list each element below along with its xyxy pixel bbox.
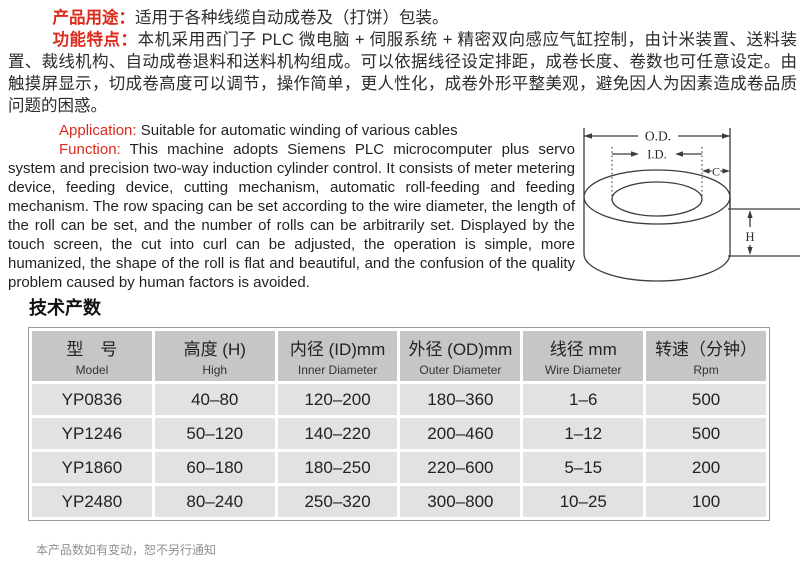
column-header-rpm: 转速（分钟） Rpm	[646, 331, 766, 381]
column-header-wire-diameter: 线径 mm Wire Diameter	[523, 331, 644, 381]
cell-wire-diameter: 5–15	[523, 452, 644, 483]
column-header-wire-diameter-en: Wire Diameter	[544, 363, 622, 377]
column-header-outer-diameter-zh: 外径 (OD)mm	[408, 340, 513, 359]
function-text: This machine adopts Siemens PLC microcom…	[8, 141, 576, 291]
h-dimension-label: H	[745, 230, 754, 244]
spec-table-header: 型 号 Model 高度 (H) High 内径 (ID)mm Inner Di…	[32, 331, 766, 381]
tech-params-title: 技术产数	[29, 298, 101, 318]
roll-dimension-drawing: O.D. I.D. C	[583, 128, 800, 282]
cell-height: 40–80	[154, 384, 275, 415]
application-text: Suitable for automatic winding of variou…	[140, 122, 458, 139]
column-header-rpm-zh: 转速（分钟）	[655, 340, 758, 359]
column-header-outer-diameter: 外径 (OD)mm Outer Diameter	[400, 331, 521, 381]
roll-dimension-diagram: O.D. I.D. C	[578, 121, 806, 292]
cell-outer-diameter: 180–360	[400, 384, 521, 415]
cell-model: YP1860	[32, 452, 152, 483]
cell-outer-diameter: 200–460	[400, 418, 521, 449]
id-dimension-label: I.D.	[647, 148, 666, 162]
function-label: Function:	[59, 141, 121, 158]
column-header-inner-diameter: 内径 (ID)mm Inner Diameter	[277, 331, 398, 381]
column-header-wire-diameter-zh: 线径 mm	[549, 340, 617, 359]
cell-wire-diameter: 1–12	[523, 418, 644, 449]
column-header-model-zh: 型 号	[66, 340, 118, 359]
spec-table-body: YP0836 40–80 120–200 180–360 1–6 500 YP1…	[32, 384, 766, 517]
column-header-outer-diameter-en: Outer Diameter	[419, 363, 502, 377]
cell-model: YP0836	[32, 384, 152, 415]
usage-label: 产品用途：	[52, 9, 136, 27]
column-header-model-en: Model	[75, 363, 109, 377]
cell-rpm: 500	[646, 418, 766, 449]
function-feature-paragraph: 功能特点：本机采用西门子 PLC 微电脑 + 伺服系统 + 精密双向感应气缸控制…	[8, 29, 797, 117]
cell-rpm: 500	[646, 384, 766, 415]
cell-wire-diameter: 1–6	[523, 384, 644, 415]
product-usage-paragraph: 产品用途：适用于各种线缆自动成卷及（打饼）包装。	[8, 7, 797, 29]
feature-label: 功能特点：	[52, 31, 138, 49]
cell-wire-diameter: 10–25	[523, 486, 644, 517]
cell-rpm: 100	[646, 486, 766, 517]
usage-text: 适用于各种线缆自动成卷及（打饼）包装。	[135, 9, 449, 27]
column-header-inner-diameter-en: Inner Diameter	[297, 363, 378, 377]
column-header-inner-diameter-zh: 内径 (ID)mm	[289, 340, 386, 359]
cell-height: 50–120	[154, 418, 275, 449]
column-header-model: 型 号 Model	[32, 331, 152, 381]
od-dimension-label: O.D.	[645, 129, 671, 144]
chinese-intro: 产品用途：适用于各种线缆自动成卷及（打饼）包装。 功能特点：本机采用西门子 PL…	[0, 0, 806, 117]
cell-outer-diameter: 220–600	[400, 452, 521, 483]
cell-inner-diameter: 120–200	[277, 384, 398, 415]
header-row: 型 号 Model 高度 (H) High 内径 (ID)mm Inner Di…	[32, 331, 766, 381]
column-header-rpm-en: Rpm	[693, 363, 719, 377]
cell-inner-diameter: 250–320	[277, 486, 398, 517]
cell-rpm: 200	[646, 452, 766, 483]
cell-inner-diameter: 180–250	[277, 452, 398, 483]
cell-height: 80–240	[154, 486, 275, 517]
cell-inner-diameter: 140–220	[277, 418, 398, 449]
column-header-height-en: High	[202, 363, 228, 377]
column-header-height: 高度 (H) High	[154, 331, 275, 381]
table-row: YP2480 80–240 250–320 300–800 10–25 100	[32, 486, 766, 517]
feature-text: 本机采用西门子 PLC 微电脑 + 伺服系统 + 精密双向感应气缸控制，由计米装…	[8, 31, 798, 115]
application-label: Application:	[59, 122, 137, 139]
application-paragraph: Application: Suitable for automatic wind…	[8, 121, 575, 140]
table-row: YP1246 50–120 140–220 200–460 1–12 500	[32, 418, 766, 449]
english-intro: Application: Suitable for automatic wind…	[8, 121, 575, 292]
cell-height: 60–180	[154, 452, 275, 483]
column-header-height-zh: 高度 (H)	[183, 340, 246, 359]
cell-outer-diameter: 300–800	[400, 486, 521, 517]
spec-table: 型 号 Model 高度 (H) High 内径 (ID)mm Inner Di…	[28, 327, 770, 521]
cell-model: YP1246	[32, 418, 152, 449]
english-intro-section: Application: Suitable for automatic wind…	[0, 117, 806, 292]
c-dimension-label: C	[712, 165, 720, 179]
table-row: YP1860 60–180 180–250 220–600 5–15 200	[32, 452, 766, 483]
function-paragraph: Function: This machine adopts Siemens PL…	[8, 140, 575, 292]
cell-model: YP2480	[32, 486, 152, 517]
table-row: YP0836 40–80 120–200 180–360 1–6 500	[32, 384, 766, 415]
disclaimer-note: 本产品数如有变动，恕不另行通知	[36, 543, 217, 557]
